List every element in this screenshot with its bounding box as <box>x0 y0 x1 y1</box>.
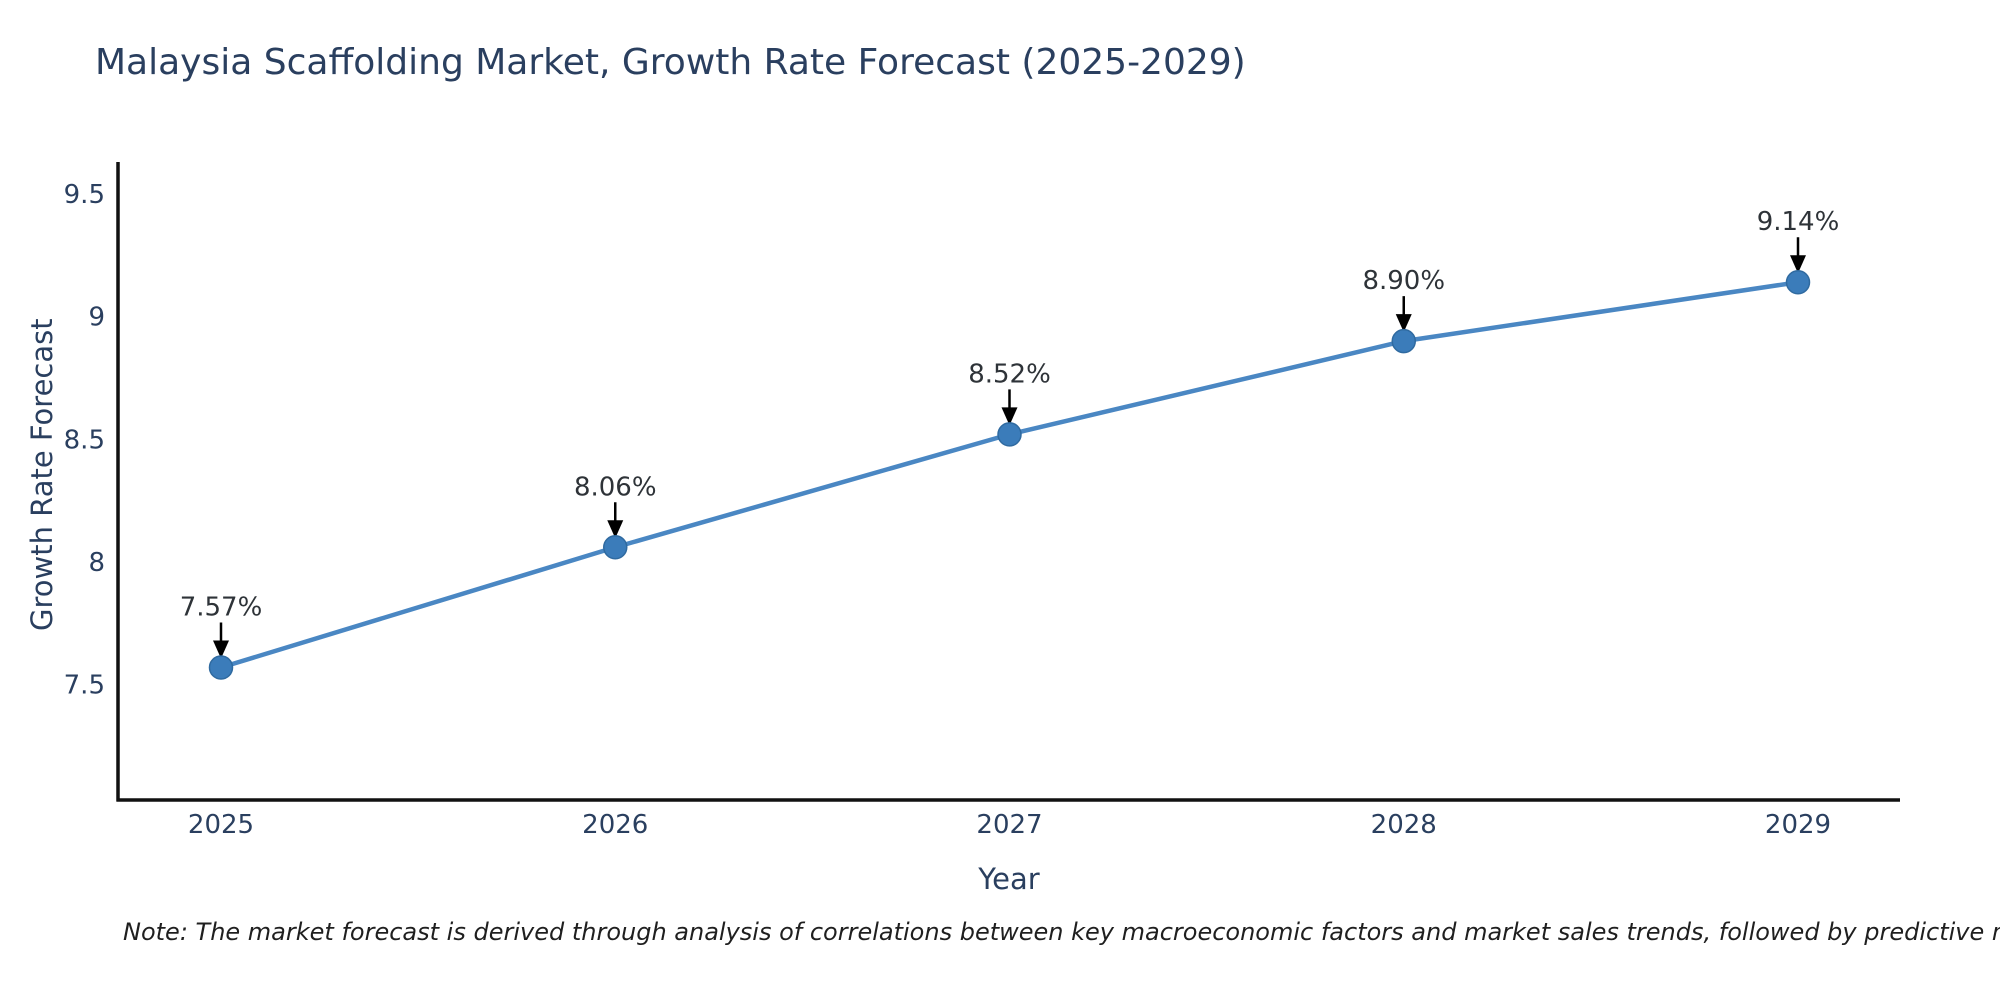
data-point-label: 8.06% <box>574 472 657 502</box>
data-point-label: 7.57% <box>180 592 263 622</box>
series-line <box>218 279 1801 670</box>
y-tick-label: 9 <box>88 303 105 333</box>
y-tick-label: 7.5 <box>64 671 105 701</box>
y-tick-label: 8 <box>88 548 105 578</box>
data-point-label: 8.90% <box>1362 266 1445 296</box>
annotation-arrow-head <box>607 520 624 539</box>
x-tick-label: 2027 <box>976 810 1042 840</box>
chart-title: Malaysia Scaffolding Market, Growth Rate… <box>95 42 1246 83</box>
annotation-arrow-head <box>1395 314 1412 333</box>
data-point-label: 9.14% <box>1757 207 1840 237</box>
annotation-arrow-head <box>213 640 229 659</box>
data-point-marker <box>208 655 234 680</box>
annotation-arrow-head <box>1001 407 1018 426</box>
data-point-marker <box>1785 269 1811 295</box>
data-point-marker <box>1391 328 1416 354</box>
x-axis-title: Year <box>978 862 1040 896</box>
y-axis-title: Growth Rate Forecast <box>25 318 59 631</box>
data-point-marker <box>997 422 1022 447</box>
footnote: Note: The market forecast is derived thr… <box>123 918 2000 946</box>
y-tick-label: 9.5 <box>64 180 105 210</box>
data-point-marker <box>603 535 628 560</box>
y-tick-label: 8.5 <box>64 425 105 455</box>
data-point-label: 8.52% <box>968 359 1051 389</box>
x-tick-label: 2025 <box>188 810 254 840</box>
x-tick-label: 2026 <box>582 810 648 840</box>
x-tick-label: 2028 <box>1371 810 1437 840</box>
annotation-arrow-head <box>1790 255 1806 274</box>
x-tick-label: 2029 <box>1765 810 1831 840</box>
